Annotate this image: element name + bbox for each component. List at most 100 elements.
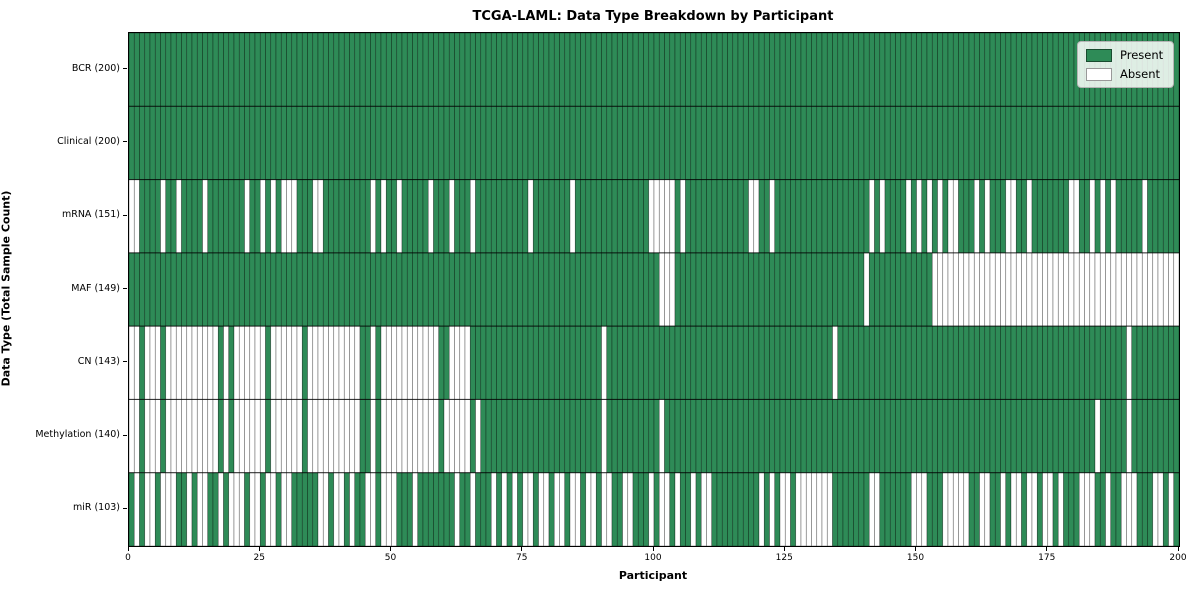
heatmap-cell	[968, 399, 975, 474]
heatmap-cell	[322, 33, 329, 107]
heatmap-cell	[637, 33, 644, 107]
heatmap-cell	[129, 325, 135, 400]
heatmap-cell	[658, 325, 665, 400]
heatmap-cell	[448, 399, 455, 474]
heatmap-cell	[506, 399, 513, 474]
heatmap-cell	[784, 325, 791, 400]
heatmap-cell	[758, 472, 765, 546]
heatmap-cell	[1120, 252, 1127, 327]
heatmap-cell	[926, 252, 933, 327]
heatmap-cell	[721, 33, 728, 107]
heatmap-cell	[916, 252, 923, 327]
heatmap-cell	[1036, 33, 1043, 107]
heatmap-cell	[716, 472, 723, 546]
heatmap-cell	[837, 105, 844, 180]
legend-absent-swatch-icon	[1086, 67, 1112, 81]
heatmap-cell	[396, 472, 403, 546]
heatmap-cell	[343, 472, 350, 546]
x-tick-label: 0	[125, 553, 131, 563]
heatmap-cell	[1115, 325, 1122, 400]
heatmap-cell	[1073, 325, 1080, 400]
legend: Present Absent	[1077, 41, 1175, 88]
heatmap-cell	[1031, 472, 1038, 546]
heatmap-cell	[884, 472, 891, 546]
heatmap-cell	[695, 252, 702, 327]
heatmap-cell	[538, 105, 545, 180]
heatmap-cell	[826, 33, 833, 107]
heatmap-cell	[632, 252, 639, 327]
heatmap-cell	[700, 399, 707, 474]
heatmap-cell	[858, 179, 865, 254]
heatmap-cell	[832, 105, 839, 180]
heatmap-cell	[312, 252, 319, 327]
heatmap-cell	[585, 105, 592, 180]
heatmap-cell	[1126, 472, 1133, 546]
heatmap-cell	[611, 472, 618, 546]
heatmap-cell	[364, 33, 371, 107]
heatmap-cell	[244, 252, 251, 327]
heatmap-cell	[1047, 252, 1054, 327]
heatmap-cell	[580, 33, 587, 107]
heatmap-cell	[826, 252, 833, 327]
heatmap-cell	[905, 325, 912, 400]
heatmap-cell	[1036, 325, 1043, 400]
heatmap-cell	[312, 399, 319, 474]
heatmap-cell	[1005, 399, 1012, 474]
heatmap-cell	[1157, 325, 1164, 400]
heatmap-cell	[1152, 399, 1159, 474]
heatmap-cell	[559, 399, 566, 474]
heatmap-cell	[412, 325, 419, 400]
heatmap-cell	[685, 33, 692, 107]
heatmap-cell	[1141, 399, 1148, 474]
heatmap-cell	[926, 472, 933, 546]
heatmap-cell	[527, 472, 534, 546]
heatmap-cell	[1173, 252, 1179, 327]
heatmap-cell	[905, 399, 912, 474]
heatmap-cell	[727, 33, 734, 107]
heatmap-cell	[690, 105, 697, 180]
heatmap-cell	[931, 472, 938, 546]
heatmap-cell	[816, 325, 823, 400]
heatmap-cell	[485, 179, 492, 254]
heatmap-cell	[1173, 105, 1179, 180]
heatmap-cell	[275, 472, 282, 546]
heatmap-cell	[994, 325, 1001, 400]
heatmap-cell	[884, 252, 891, 327]
heatmap-cell	[170, 325, 177, 400]
heatmap-cell	[1073, 105, 1080, 180]
heatmap-cell	[711, 252, 718, 327]
heatmap-cell	[385, 252, 392, 327]
heatmap-cell	[501, 399, 508, 474]
heatmap-cell	[564, 252, 571, 327]
heatmap-cell	[1063, 105, 1070, 180]
heatmap-cell	[994, 105, 1001, 180]
heatmap-cell	[916, 472, 923, 546]
legend-item-absent: Absent	[1086, 67, 1163, 81]
heatmap-cell	[217, 179, 224, 254]
heatmap-cell	[979, 325, 986, 400]
heatmap-cell	[438, 399, 445, 474]
heatmap-cell	[984, 252, 991, 327]
heatmap-cell	[312, 179, 319, 254]
heatmap-cell	[485, 105, 492, 180]
heatmap-cell	[1026, 33, 1033, 107]
heatmap-cell	[364, 105, 371, 180]
heatmap-cell	[732, 105, 739, 180]
heatmap-cell	[637, 252, 644, 327]
heatmap-cell	[648, 179, 655, 254]
heatmap-cell	[763, 179, 770, 254]
heatmap-cell	[1015, 179, 1022, 254]
heatmap-cell	[133, 105, 140, 180]
heatmap-cell	[690, 33, 697, 107]
heatmap-cell	[501, 105, 508, 180]
heatmap-cell	[506, 325, 513, 400]
heatmap-cell	[1110, 325, 1117, 400]
heatmap-cell	[307, 472, 314, 546]
heatmap-cell	[144, 325, 151, 400]
heatmap-cell	[1068, 325, 1075, 400]
heatmap-cell	[979, 179, 986, 254]
heatmap-cell	[165, 252, 172, 327]
heatmap-cell	[1000, 252, 1007, 327]
heatmap-cell	[979, 105, 986, 180]
heatmap-cell	[847, 252, 854, 327]
